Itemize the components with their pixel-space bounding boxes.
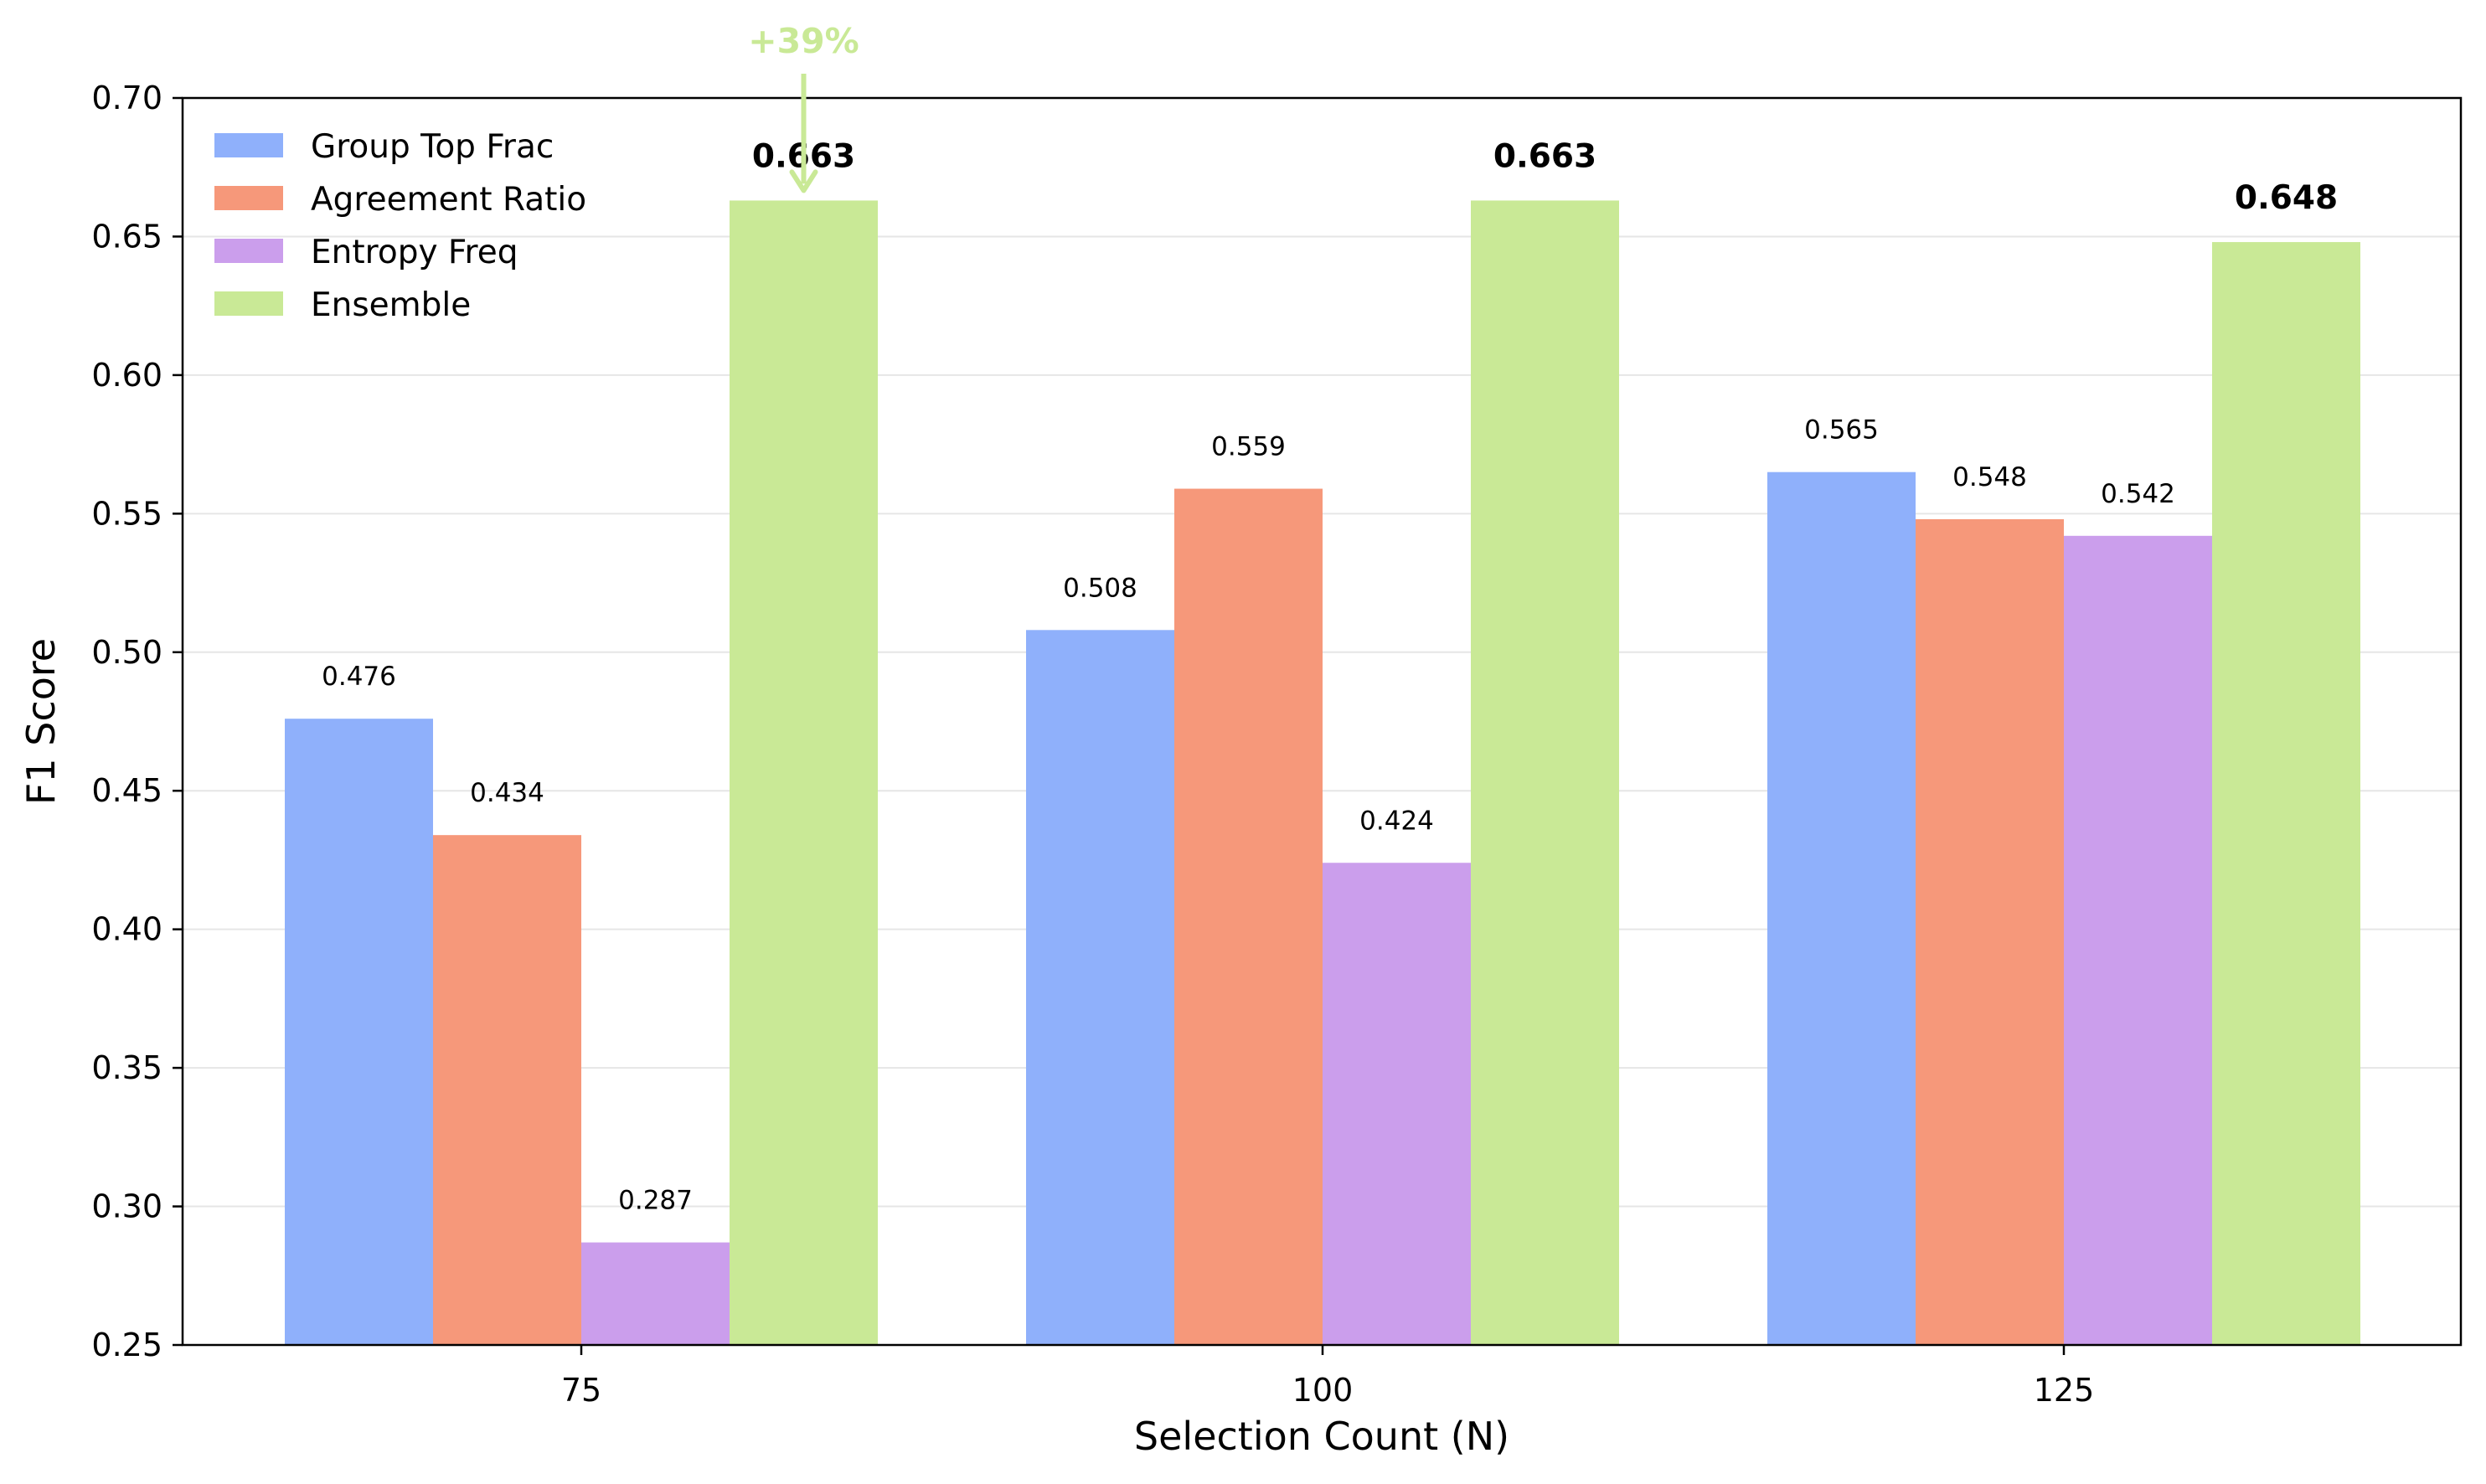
y-tick-label: 0.40 (91, 911, 162, 948)
y-tick-label: 0.45 (91, 772, 162, 809)
x-tick-label: 75 (561, 1372, 601, 1409)
bar-value-label: 0.476 (322, 662, 396, 692)
y-tick-label: 0.65 (91, 218, 162, 255)
bar-value-label: 0.508 (1063, 573, 1137, 603)
bar-group-top-frac (285, 719, 433, 1345)
value-labels: 0.4760.4340.2870.6630.5080.5590.4240.663… (322, 137, 2338, 1215)
bar-value-label: 0.663 (1493, 137, 1596, 175)
bar-group-top-frac (1767, 471, 1916, 1346)
x-tick-label: 125 (2034, 1372, 2095, 1409)
bar-agreement-ratio (1916, 518, 2064, 1345)
legend-label: Entropy Freq (311, 234, 518, 271)
y-tick-label: 0.70 (91, 80, 162, 116)
annotation-label: +39% (748, 21, 859, 61)
legend-swatch (214, 133, 283, 157)
bar-group-top-frac (1026, 630, 1174, 1345)
y-tick-label: 0.25 (91, 1327, 162, 1363)
bar-entropy-freq (1323, 863, 1471, 1345)
bar-value-label: 0.287 (618, 1186, 693, 1216)
legend-label: Group Top Frac (311, 128, 554, 166)
legend: Group Top Frac Agreement Ratio Entropy Fre… (214, 128, 586, 324)
bar-value-label: 0.648 (2235, 179, 2338, 217)
bar-value-label: 0.548 (1952, 462, 2027, 492)
bar-ensemble (2212, 242, 2360, 1345)
legend-swatch (214, 239, 283, 263)
y-tick-label: 0.30 (91, 1188, 162, 1225)
bar-agreement-ratio (1174, 488, 1323, 1345)
bar-ensemble (730, 200, 878, 1345)
bar-value-label: 0.565 (1804, 415, 1879, 446)
y-tick-label: 0.60 (91, 357, 162, 394)
y-tick-label: 0.50 (91, 634, 162, 671)
legend-label: Ensemble (311, 286, 471, 324)
bar-value-label: 0.434 (470, 778, 544, 808)
bar-ensemble (1471, 200, 1619, 1345)
y-tick-label: 0.55 (91, 495, 162, 532)
annotation-arrow-head (789, 169, 818, 193)
y-tick-label: 0.35 (91, 1049, 162, 1086)
legend-swatch (214, 186, 283, 210)
bar-value-label: 0.542 (2101, 479, 2175, 509)
legend-label: Agreement Ratio (311, 181, 586, 219)
y-axis-title: F1 Score (18, 638, 64, 805)
bar-value-label: 0.424 (1359, 806, 1434, 836)
annotation: +39% (748, 21, 859, 193)
bar-entropy-freq (2064, 535, 2212, 1345)
bar-value-label: 0.559 (1211, 432, 1286, 462)
legend-swatch (214, 291, 283, 316)
bar-agreement-ratio (433, 835, 581, 1345)
bar-entropy-freq (581, 1242, 730, 1345)
axis-ticks: 0.25 0.30 0.35 0.40 0.45 0.50 0.55 0.60 0.65 0.70… (91, 80, 2094, 1409)
x-tick-label: 100 (1292, 1372, 1354, 1409)
bars (285, 200, 2360, 1346)
x-axis-title: Selection Count (N) (1134, 1414, 1509, 1459)
